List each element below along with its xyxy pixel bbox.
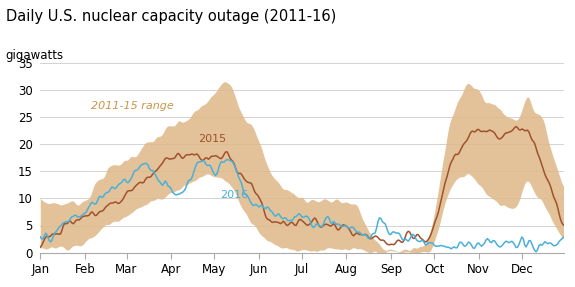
Text: 2011-15 range: 2011-15 range — [91, 101, 173, 111]
Text: 2015: 2015 — [198, 134, 227, 144]
Text: gigawatts: gigawatts — [6, 49, 64, 62]
Text: 2016: 2016 — [220, 191, 248, 200]
Text: Daily U.S. nuclear capacity outage (2011-16): Daily U.S. nuclear capacity outage (2011… — [6, 9, 336, 24]
